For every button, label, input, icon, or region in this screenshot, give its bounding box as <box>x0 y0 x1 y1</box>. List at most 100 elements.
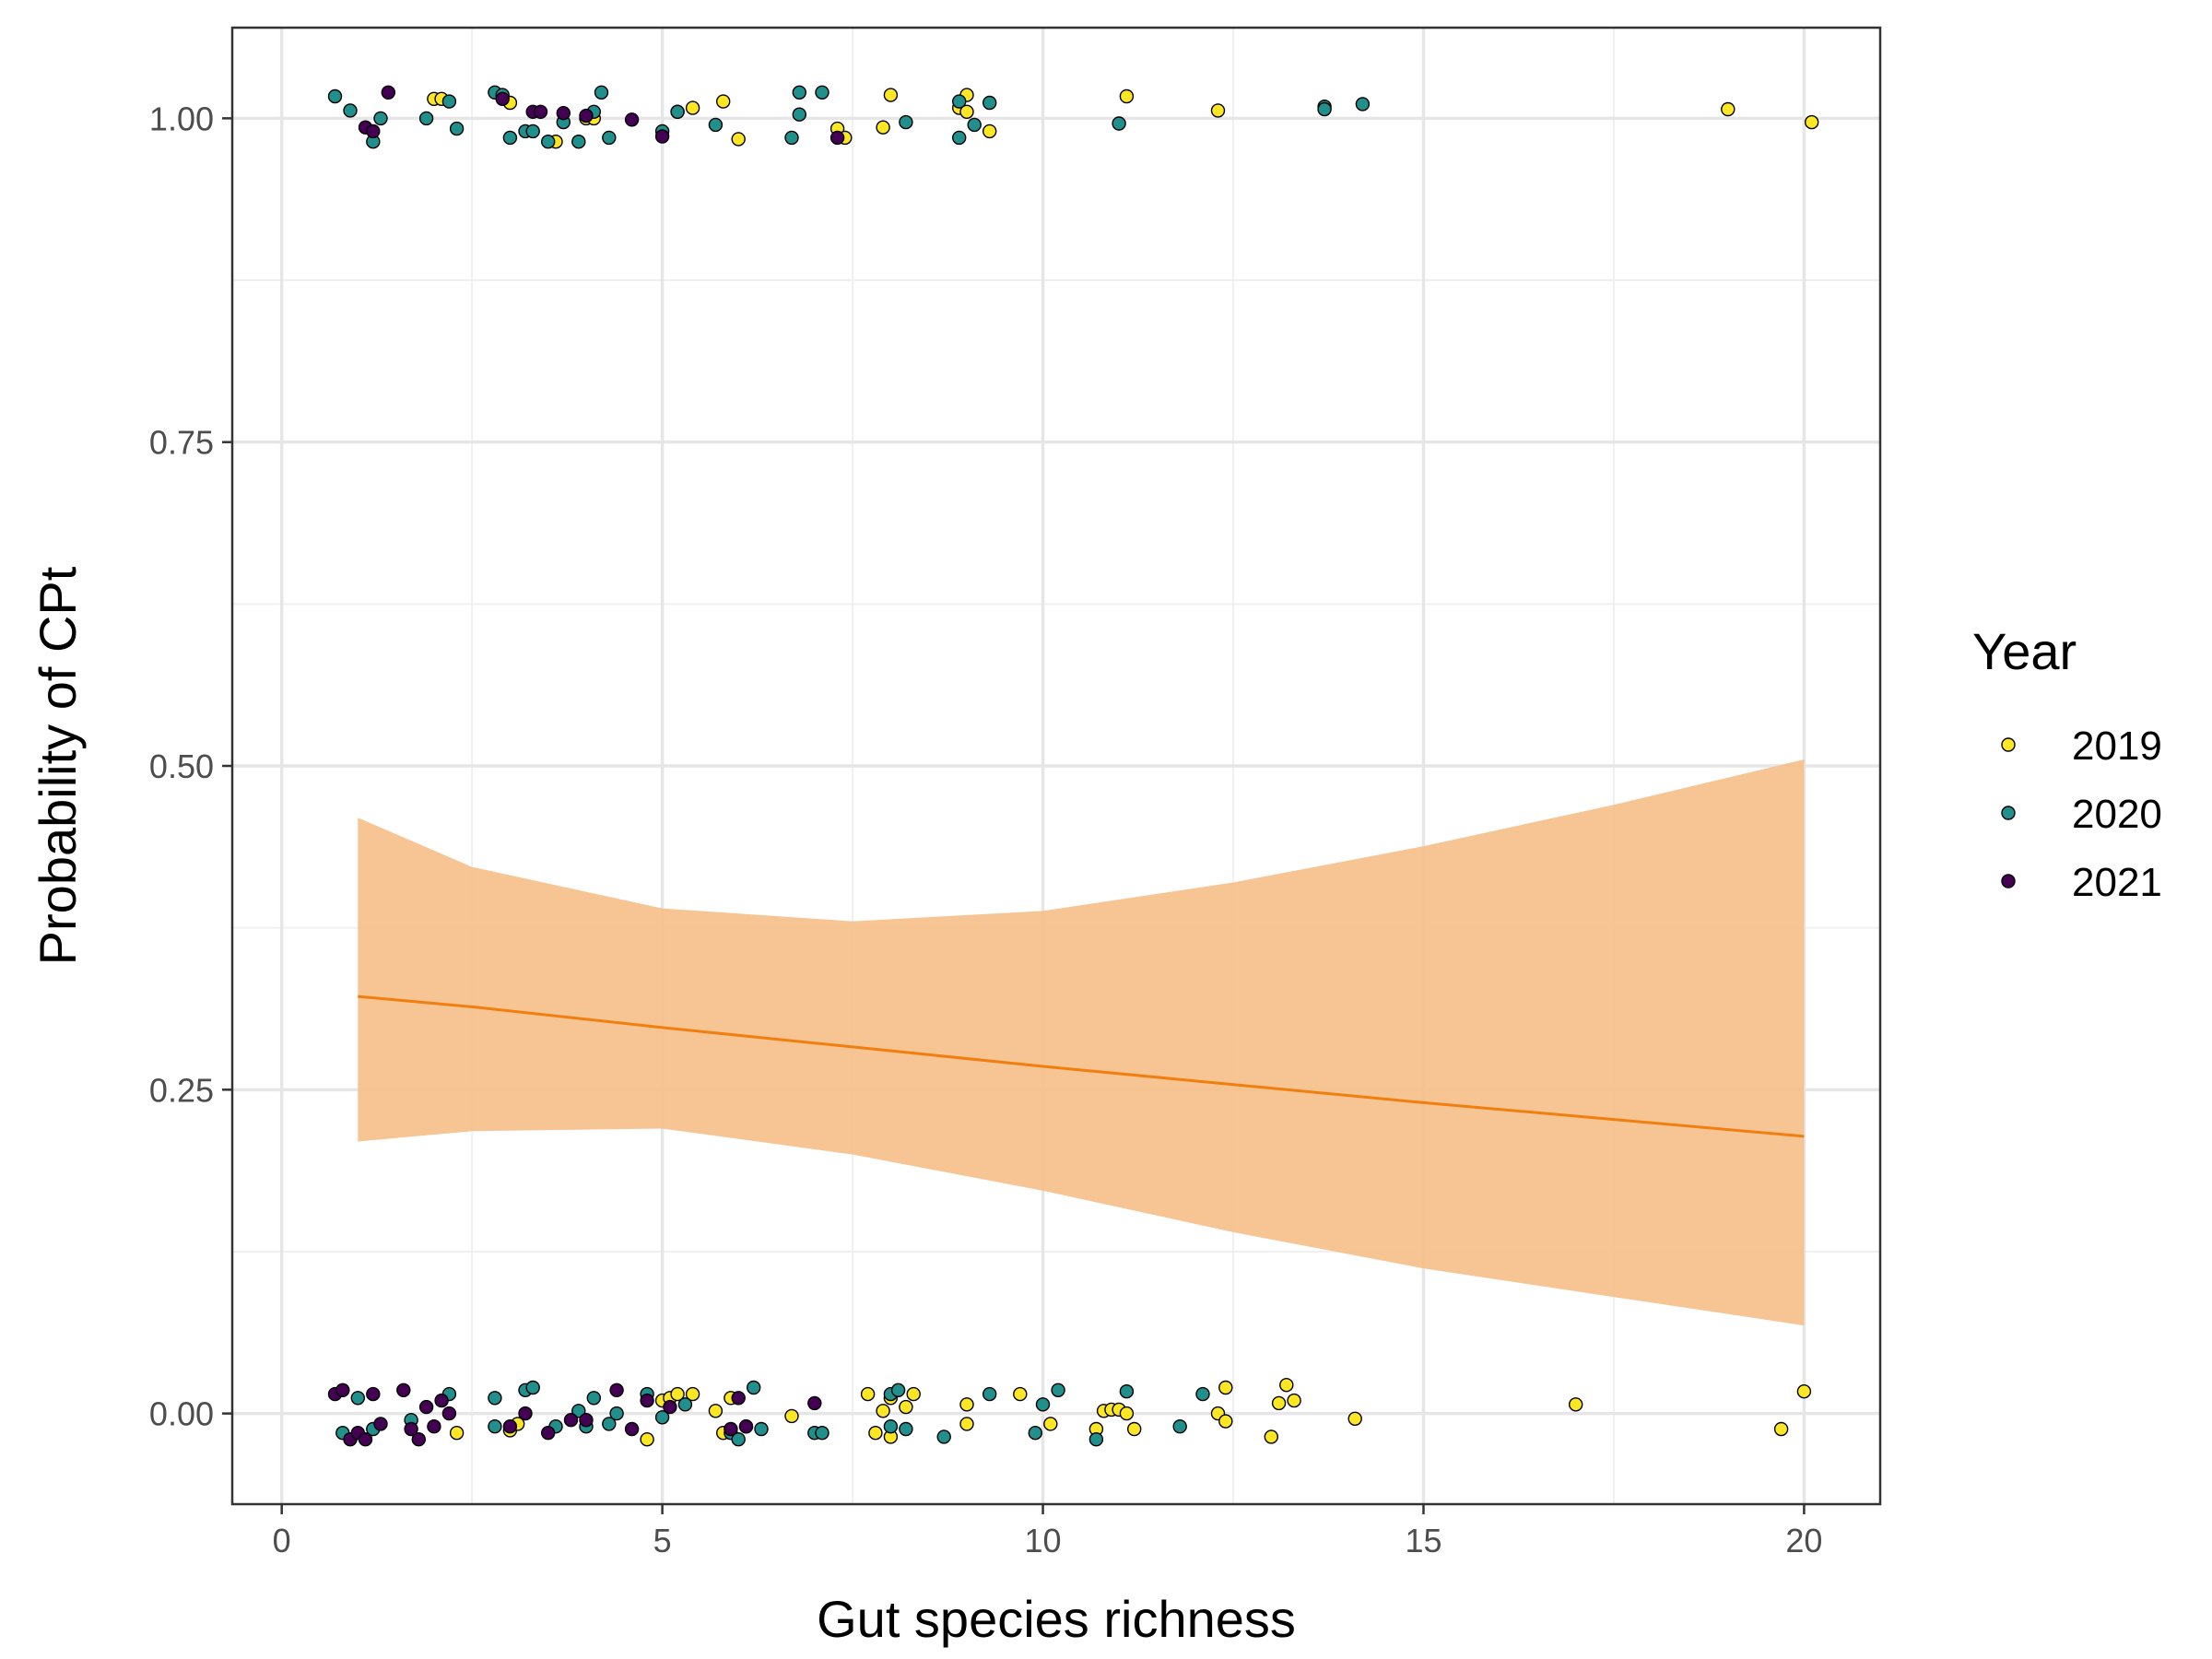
legend-label-2020: 2020 <box>2072 792 2162 837</box>
data-point-2021 <box>663 1399 677 1415</box>
data-point-2020 <box>502 130 518 146</box>
data-point-2020 <box>418 111 434 126</box>
data-point-2020 <box>373 111 388 126</box>
data-point-2021 <box>533 104 548 120</box>
legend-label-2019: 2019 <box>2072 724 2162 769</box>
data-point-2021 <box>807 1395 822 1411</box>
data-point-2021 <box>518 1406 533 1421</box>
data-point-2021 <box>556 105 571 121</box>
legend-key-2019 <box>2001 737 2016 752</box>
data-point-2021 <box>396 1382 411 1398</box>
data-point-2019 <box>1119 88 1135 104</box>
data-point-2021 <box>731 1391 746 1406</box>
data-point-2021 <box>738 1418 754 1434</box>
data-point-2020 <box>982 1386 997 1402</box>
data-point-2020 <box>792 107 806 122</box>
data-point-2019 <box>670 1386 685 1402</box>
y-tick-label: 0.00 <box>149 1395 214 1433</box>
data-point-2021 <box>654 129 670 144</box>
y-axis-title: Probability of CPt <box>29 566 87 965</box>
data-point-2019 <box>1218 1380 1233 1395</box>
data-point-2020 <box>1195 1386 1210 1402</box>
legend-key-2020 <box>2001 806 2016 820</box>
data-point-2020 <box>708 117 724 133</box>
data-point-2020 <box>1112 116 1126 131</box>
data-point-2020 <box>609 1406 624 1421</box>
y-tick-label: 0.50 <box>149 747 214 785</box>
y-axis: 0.00 0.25 0.50 0.75 1.00 <box>149 100 232 1433</box>
data-point-2020 <box>747 1380 761 1395</box>
legend: Year 2019 2020 2021 <box>1972 622 2162 905</box>
data-point-2019 <box>876 120 890 135</box>
data-point-2021 <box>640 1393 654 1408</box>
data-point-2020 <box>951 94 967 109</box>
data-point-2019 <box>1796 1383 1812 1399</box>
data-point-2019 <box>784 1408 799 1424</box>
data-point-2021 <box>579 1412 594 1428</box>
data-point-2020 <box>670 104 685 120</box>
data-point-2020 <box>936 1430 951 1444</box>
data-point-2019 <box>716 94 731 109</box>
data-point-2021 <box>579 108 594 124</box>
data-point-2020 <box>754 1421 769 1437</box>
data-point-2020 <box>525 1380 540 1395</box>
data-point-2021 <box>373 1417 388 1431</box>
data-point-2019 <box>959 1397 974 1412</box>
data-point-2020 <box>571 1404 586 1418</box>
x-tick-label: 20 <box>1785 1522 1822 1559</box>
y-tick-label: 0.75 <box>149 424 214 462</box>
data-point-2019 <box>982 124 997 139</box>
data-point-2019 <box>640 1431 654 1447</box>
data-point-2020 <box>350 1391 365 1406</box>
data-point-2020 <box>594 85 609 100</box>
y-tick-label: 1.00 <box>149 100 214 137</box>
data-point-2019 <box>1043 1417 1058 1431</box>
data-point-2020 <box>1035 1397 1051 1412</box>
data-point-2020 <box>792 85 806 100</box>
data-point-2021 <box>366 1386 381 1402</box>
legend-title: Year <box>1972 622 2077 680</box>
data-point-2020 <box>731 1431 746 1447</box>
data-point-2020 <box>982 95 997 111</box>
data-point-2019 <box>449 1425 465 1441</box>
data-point-2019 <box>731 132 746 147</box>
data-point-2021 <box>624 112 640 127</box>
fit-line <box>358 994 1805 1138</box>
y-tick-label: 0.25 <box>149 1071 214 1109</box>
confidence-band <box>358 759 1805 1326</box>
data-point-2020 <box>883 1418 899 1434</box>
data-point-2019 <box>1804 114 1819 130</box>
data-point-2021 <box>366 124 381 139</box>
data-point-2019 <box>1721 101 1735 117</box>
data-point-2020 <box>441 94 457 109</box>
data-point-2020 <box>967 117 982 133</box>
data-point-2021 <box>830 130 845 146</box>
data-point-2020 <box>951 130 967 146</box>
data-point-2020 <box>1119 1383 1135 1399</box>
data-point-2019 <box>883 88 899 102</box>
x-tick-label: 10 <box>1025 1522 1062 1559</box>
legend-key-2021 <box>2001 874 2016 888</box>
data-point-2019 <box>1218 1414 1233 1429</box>
data-point-2020 <box>602 130 617 146</box>
data-point-2020 <box>327 88 343 104</box>
data-point-2019 <box>1013 1386 1028 1402</box>
data-point-2020 <box>602 1417 617 1431</box>
x-tick-label: 15 <box>1405 1522 1441 1559</box>
data-point-2019 <box>1347 1411 1362 1427</box>
fit-line-layer <box>358 994 1805 1138</box>
data-point-2021 <box>434 1393 449 1408</box>
data-point-2019 <box>708 1404 724 1418</box>
data-point-2021 <box>441 1406 457 1421</box>
data-point-2020 <box>1028 1425 1043 1441</box>
data-point-2020 <box>899 114 913 130</box>
x-axis-title: Gut species richness <box>817 1590 1296 1648</box>
data-point-2021 <box>427 1418 441 1434</box>
data-point-2020 <box>1355 97 1371 112</box>
data-point-2019 <box>959 104 974 120</box>
legend-label-2021: 2021 <box>2072 860 2162 905</box>
data-point-2019 <box>868 1425 883 1441</box>
data-point-2020 <box>488 1418 502 1434</box>
data-point-2019 <box>1126 1421 1142 1437</box>
